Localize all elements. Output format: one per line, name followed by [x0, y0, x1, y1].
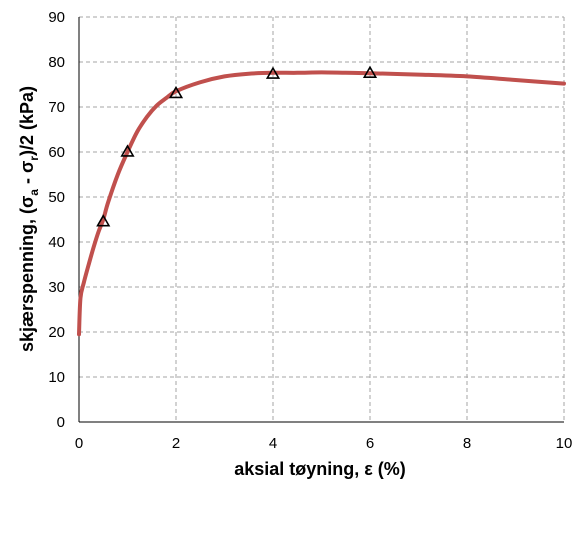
series — [77, 65, 566, 337]
axes — [78, 17, 564, 423]
y-axis-title-sub-r: r — [27, 156, 41, 161]
y-tick-label-50: 50 — [48, 189, 65, 206]
tick-labels: 0 10 20 30 40 50 60 70 80 90 0 2 4 6 8 10 — [48, 9, 572, 452]
data-point-0 — [96, 214, 111, 227]
x-tick-label-2: 2 — [172, 435, 180, 452]
y-tick-label-0: 0 — [57, 414, 65, 431]
y-tick-label-80: 80 — [48, 54, 65, 71]
y-tick-label-70: 70 — [48, 99, 65, 116]
y-tick-label-10: 10 — [48, 369, 65, 386]
data-point-4 — [362, 65, 378, 78]
y-axis-title-suffix: )/2 (kPa) — [17, 86, 37, 156]
y-axis-title-prefix: skjærspenning, (σ — [17, 196, 37, 352]
y-axis-title: skjærspenning, (σa - σr)/2 (kPa) — [17, 86, 41, 352]
y-tick-label-90: 90 — [48, 9, 65, 26]
data-point-1 — [120, 144, 135, 157]
y-axis-title-mid: - σ — [17, 161, 37, 189]
y-tick-label-60: 60 — [48, 144, 65, 161]
x-axis-title: aksial tøyning, ε (%) — [234, 459, 406, 479]
series-line-0 — [77, 70, 566, 337]
y-axis-title-sub-a: a — [27, 189, 41, 196]
x-tick-label-4: 4 — [269, 435, 277, 452]
x-tick-label-8: 8 — [463, 435, 471, 452]
data-point-3 — [265, 66, 281, 79]
y-tick-label-40: 40 — [48, 234, 65, 251]
grid — [79, 16, 565, 422]
x-tick-label-0: 0 — [75, 435, 83, 452]
data-point-2 — [168, 85, 184, 99]
x-tick-label-10: 10 — [556, 435, 573, 452]
y-tick-label-30: 30 — [48, 279, 65, 296]
y-tick-label-20: 20 — [48, 324, 65, 341]
x-tick-label-6: 6 — [366, 435, 374, 452]
